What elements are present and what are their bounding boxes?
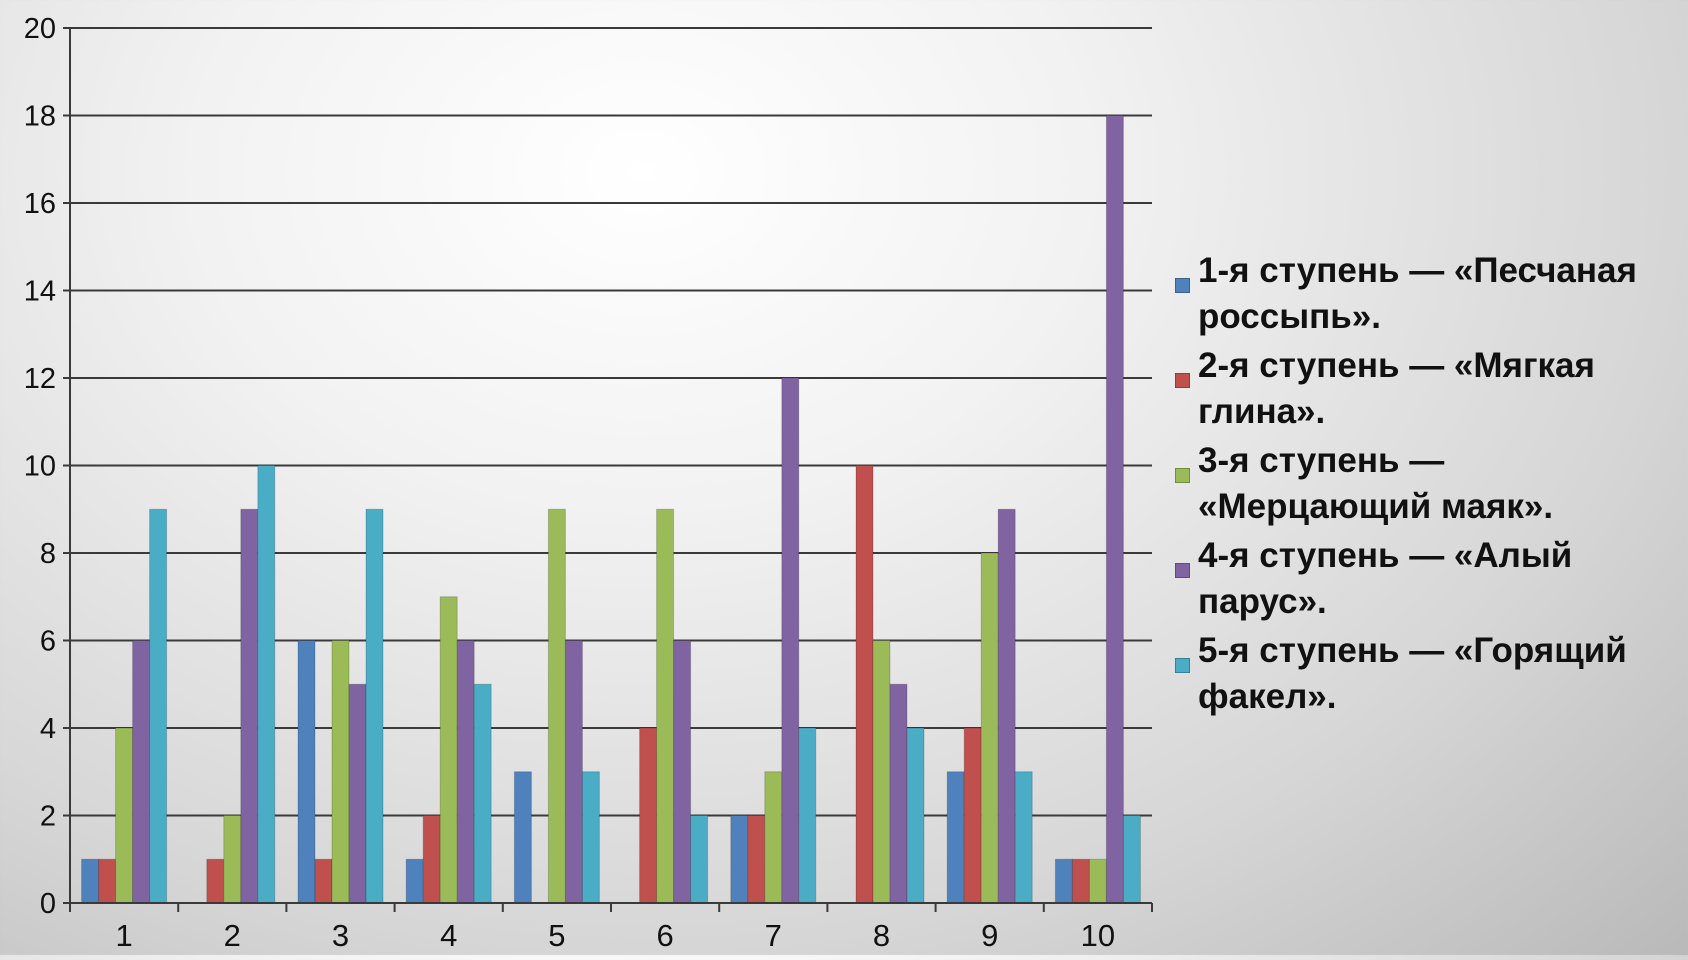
bar bbox=[1071, 858, 1090, 904]
bar bbox=[764, 771, 783, 904]
bar bbox=[422, 815, 441, 904]
bar bbox=[240, 508, 259, 904]
y-tick-label: 12 bbox=[24, 363, 56, 395]
bar bbox=[798, 727, 817, 904]
y-tick-label: 0 bbox=[40, 888, 56, 920]
bar bbox=[439, 596, 458, 904]
y-tick-label: 18 bbox=[24, 101, 56, 133]
x-tick-label: 5 bbox=[548, 918, 565, 953]
bar bbox=[331, 640, 350, 904]
legend-label: 2-я ступень — «Мягкая глина». bbox=[1198, 346, 1595, 431]
x-tick-labels: 1 2 3 4 5 6 7 8 9 10 bbox=[115, 918, 1115, 953]
legend-label: 5-я ступень — «Горящий факел». bbox=[1198, 631, 1627, 716]
bar bbox=[656, 508, 675, 904]
y-tick-label: 4 bbox=[40, 713, 56, 745]
x-tick-label: 1 bbox=[115, 918, 132, 953]
legend-label: 1-я ступень — «Песчаная россыпь». bbox=[1198, 251, 1637, 336]
legend: 1-я ступень — «Песчаная россыпь». 2-я сту… bbox=[1175, 248, 1685, 723]
legend-label: 4-я ступень — «Алый парус». bbox=[1198, 536, 1573, 621]
bar bbox=[547, 508, 566, 904]
x-tick-label: 4 bbox=[440, 918, 457, 953]
bar bbox=[297, 640, 316, 904]
bar bbox=[581, 771, 600, 904]
x-tick-label: 8 bbox=[873, 918, 890, 953]
bar bbox=[889, 683, 908, 904]
bar bbox=[473, 683, 492, 904]
bar bbox=[81, 858, 100, 904]
bar bbox=[223, 815, 242, 904]
bar bbox=[206, 858, 225, 904]
bar bbox=[781, 377, 800, 904]
y-tick-labels: 0 2 4 6 8 10 12 14 16 18 20 bbox=[24, 13, 56, 920]
bar bbox=[98, 858, 117, 904]
x-tick-label: 2 bbox=[224, 918, 241, 953]
x-tick-label: 6 bbox=[656, 918, 673, 953]
legend-swatch bbox=[1175, 563, 1190, 578]
bar bbox=[1105, 115, 1124, 904]
legend-swatch bbox=[1175, 468, 1190, 483]
y-tick-label: 10 bbox=[24, 451, 56, 483]
bar bbox=[747, 815, 766, 904]
bar bbox=[1014, 771, 1033, 904]
x-tick-label: 9 bbox=[981, 918, 998, 953]
legend-swatch bbox=[1175, 278, 1190, 293]
bar bbox=[855, 465, 874, 904]
y-tick-label: 16 bbox=[24, 188, 56, 220]
y-tick-label: 6 bbox=[40, 626, 56, 658]
legend-item: 2-я ступень — «Мягкая глина». bbox=[1175, 343, 1685, 435]
bar bbox=[1054, 858, 1073, 904]
bar bbox=[963, 727, 982, 904]
y-tick-label: 2 bbox=[40, 801, 56, 833]
y-tick-label: 20 bbox=[24, 13, 56, 45]
legend-item: 1-я ступень — «Песчаная россыпь». bbox=[1175, 248, 1685, 340]
legend-swatch bbox=[1175, 658, 1190, 673]
legend-label: 3-я ступень — «Мерцающий маяк». bbox=[1198, 441, 1554, 526]
bar bbox=[132, 640, 151, 904]
bar bbox=[456, 640, 475, 904]
bar bbox=[1122, 815, 1141, 904]
bar bbox=[690, 815, 709, 904]
bar bbox=[906, 727, 925, 904]
bar bbox=[730, 815, 749, 904]
bar bbox=[405, 858, 424, 904]
legend-item: 4-я ступень — «Алый парус». bbox=[1175, 533, 1685, 625]
bars bbox=[81, 115, 1141, 904]
bar bbox=[639, 727, 658, 904]
bar bbox=[365, 508, 384, 904]
legend-item: 5-я ступень — «Горящий факел». bbox=[1175, 628, 1685, 720]
y-tick-label: 14 bbox=[24, 276, 56, 308]
bar bbox=[314, 858, 333, 904]
bar bbox=[946, 771, 965, 904]
bar bbox=[513, 771, 532, 904]
bar bbox=[257, 465, 276, 904]
bar bbox=[348, 683, 367, 904]
bar bbox=[673, 640, 692, 904]
y-tick-label: 8 bbox=[40, 538, 56, 570]
x-tick-label: 3 bbox=[332, 918, 349, 953]
bar bbox=[564, 640, 583, 904]
bar bbox=[997, 508, 1016, 904]
x-tick-label: 10 bbox=[1081, 918, 1115, 953]
bar bbox=[980, 552, 999, 904]
x-tick-label: 7 bbox=[765, 918, 782, 953]
bar bbox=[872, 640, 891, 904]
legend-item: 3-я ступень — «Мерцающий маяк». bbox=[1175, 438, 1685, 530]
bar bbox=[115, 727, 134, 904]
bar bbox=[1088, 858, 1107, 904]
axes bbox=[63, 27, 1153, 912]
legend-swatch bbox=[1175, 373, 1190, 388]
bar bbox=[149, 508, 168, 904]
